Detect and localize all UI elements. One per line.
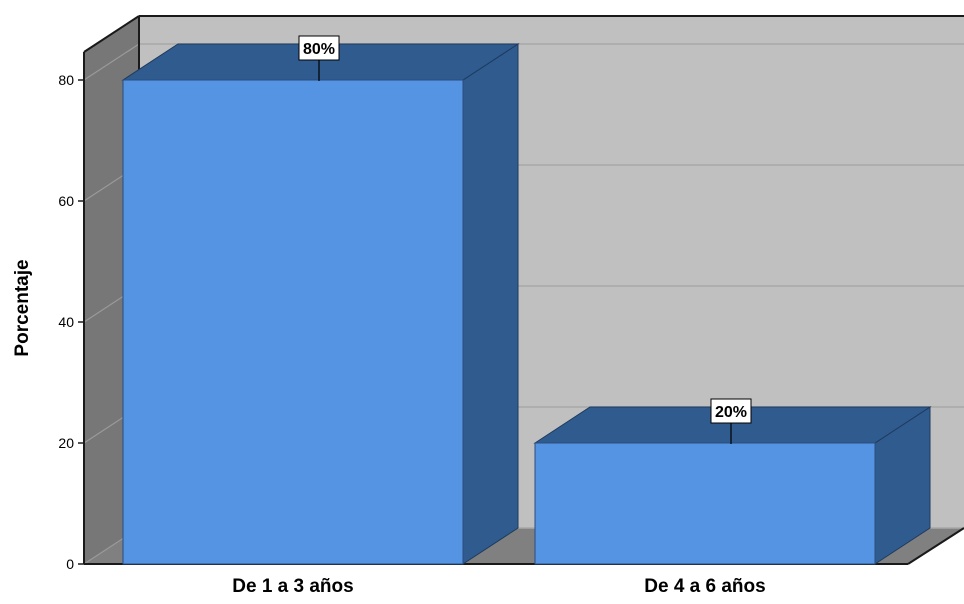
y-tick-label: 60	[58, 193, 74, 209]
data-label: 20%	[715, 404, 747, 421]
y-tick-label: 40	[58, 314, 74, 330]
gridline-side	[83, 43, 140, 81]
y-axis-ticks: 0 20 40 60 80	[58, 72, 84, 572]
y-tick-label: 20	[58, 435, 74, 451]
wall-edge	[83, 15, 140, 53]
y-axis-title: Porcentaje	[12, 259, 33, 356]
bar-front	[122, 79, 464, 565]
bar-side	[462, 43, 519, 565]
y-tick-label: 80	[58, 72, 74, 88]
y-tick-label: 0	[66, 556, 74, 572]
bar-1	[121, 43, 520, 565]
data-label-box	[710, 398, 752, 424]
data-label: 80%	[303, 41, 335, 58]
data-labels: 80% 20%	[298, 35, 752, 444]
x-tick-label: De 1 a 3 años	[232, 576, 353, 597]
wall-edge	[907, 527, 964, 565]
bar-front	[534, 442, 876, 565]
data-label-box	[298, 35, 340, 61]
bar-2	[533, 406, 932, 565]
x-axis-ticks: De 1 a 3 años De 4 a 6 años	[232, 576, 765, 597]
x-tick-label: De 4 a 6 años	[644, 576, 765, 597]
bars	[121, 43, 932, 565]
